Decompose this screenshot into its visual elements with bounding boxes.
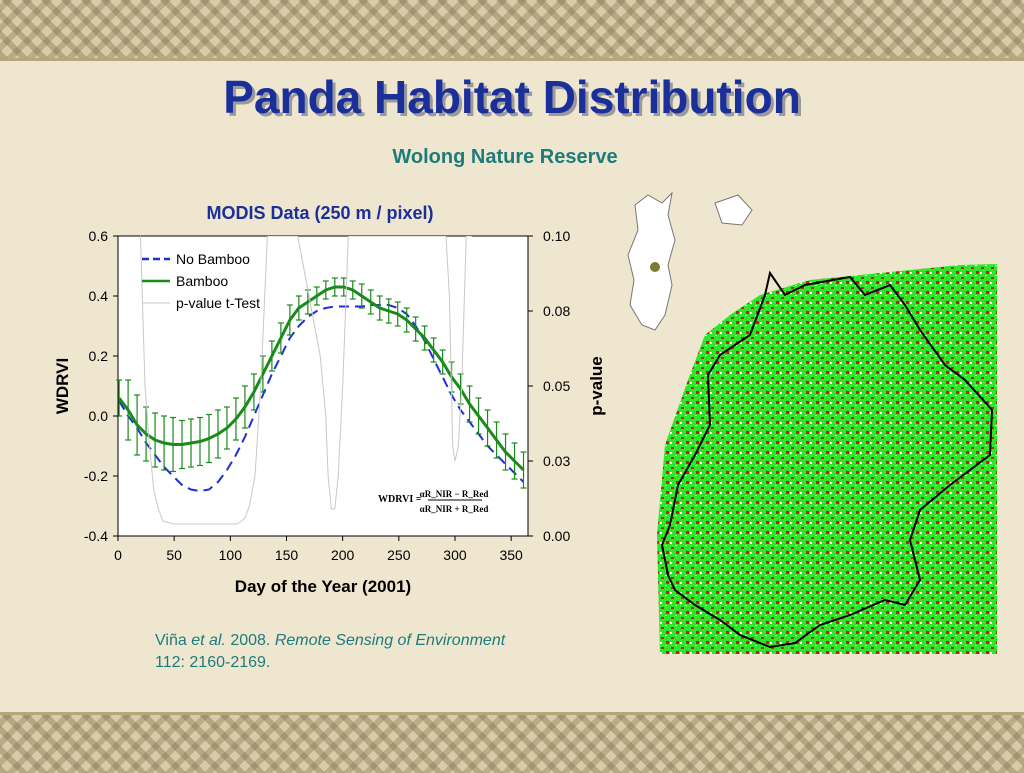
slide-title: Panda Habitat Distribution xyxy=(223,71,801,123)
y-tick-label: 0.2 xyxy=(89,348,109,364)
y2-tick-label: 0.08 xyxy=(543,303,570,319)
reserve-location-marker xyxy=(650,262,660,272)
wdrvi-line-chart: 0 50 100 150 200 250 300 350 0.6 0.4 0.2 0.0 -0.2 -0.… xyxy=(53,228,606,596)
y2-tick-label: 0.05 xyxy=(543,378,570,394)
x-tick-label: 0 xyxy=(114,547,122,563)
y-tick-label: -0.4 xyxy=(84,528,108,544)
x-tick-label: 100 xyxy=(219,547,243,563)
chart-title: MODIS Data (250 m / pixel) xyxy=(206,203,434,223)
legend-label: No Bamboo xyxy=(176,251,250,267)
x-tick-label: 250 xyxy=(387,547,411,563)
y-tick-label: 0.4 xyxy=(89,288,109,304)
bottom-decorative-border xyxy=(0,712,1024,773)
y2-tick-label: 0.00 xyxy=(543,528,570,544)
legend-label: p-value t-Test xyxy=(176,295,260,311)
inset-outline-map xyxy=(627,191,676,331)
citation-author: Viña xyxy=(155,632,192,649)
vegetation-area xyxy=(657,264,997,654)
y-axis-label: WDRVI xyxy=(53,358,72,414)
top-decorative-border xyxy=(0,0,1024,61)
inset-outline-small xyxy=(714,194,753,226)
citation-volume: 112: 2160-2169. xyxy=(155,654,271,671)
citation-year: 2008. xyxy=(225,632,275,649)
x-axis-label: Day of the Year (2001) xyxy=(235,577,411,596)
x-tick-label: 150 xyxy=(275,547,299,563)
formula-denominator: αR_NIR + R_Red xyxy=(420,504,489,514)
x-tick-label: 50 xyxy=(166,547,182,563)
y-tick-label: -0.2 xyxy=(84,468,108,484)
reserve-boundary xyxy=(660,270,994,649)
slide-subtitle: Wolong Nature Reserve xyxy=(392,146,618,168)
y-tick-label: 0.6 xyxy=(89,228,109,244)
y-tick-label: 0.0 xyxy=(89,408,109,424)
legend-label: Bamboo xyxy=(176,273,228,289)
y2-tick-label: 0.10 xyxy=(543,228,570,244)
y2-axis-label: p-value xyxy=(587,356,606,416)
x-tick-label: 350 xyxy=(499,547,523,563)
x-tick-label: 200 xyxy=(331,547,355,563)
wolong-habitat-map xyxy=(627,191,997,654)
citation-etal: et al. xyxy=(191,632,226,649)
formula-lhs: WDRVI = xyxy=(378,494,422,505)
citation-journal: Remote Sensing of Environment xyxy=(274,632,506,649)
x-tick-label: 300 xyxy=(443,547,467,563)
citation: Viña et al. 2008. Remote Sensing of Envi… xyxy=(155,630,515,674)
y2-tick-label: 0.03 xyxy=(543,453,570,469)
formula-numerator: αR_NIR − R_Red xyxy=(420,489,489,499)
series-line-p-value-t-test xyxy=(140,236,472,525)
series-line-bamboo xyxy=(118,285,525,472)
